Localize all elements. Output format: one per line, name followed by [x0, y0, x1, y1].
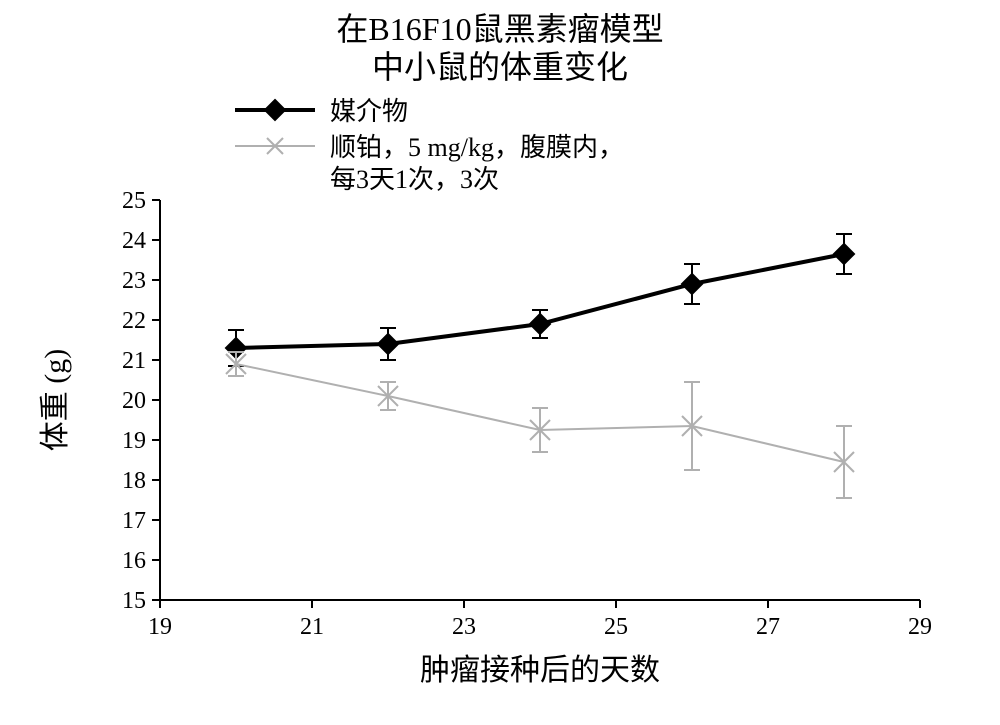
- legend-label-2a: 顺铂，5 mg/kg，腹膜内，: [330, 133, 624, 162]
- x-axis-label: 肿瘤接种后的天数: [420, 654, 660, 687]
- y-axis-label: 体重 (g): [39, 349, 72, 451]
- y-tick-label: 17: [122, 508, 146, 534]
- y-tick-label: 20: [122, 388, 146, 414]
- y-tick-label: 18: [122, 468, 146, 494]
- y-tick-label: 23: [122, 268, 146, 294]
- y-tick-label: 22: [122, 308, 146, 334]
- x-tick-label: 25: [604, 614, 628, 640]
- x-tick-label: 19: [148, 614, 172, 640]
- legend-label-1: 媒介物: [330, 97, 408, 126]
- diamond-marker: [682, 274, 702, 294]
- y-tick-label: 21: [122, 348, 146, 374]
- x-tick-label: 27: [756, 614, 780, 640]
- chart-container: 在B16F10鼠黑素瘤模型中小鼠的体重变化 15 16 17 18 19 20 21 22 23 2…: [0, 0, 1000, 725]
- y-tick-label: 25: [122, 188, 146, 214]
- diamond-marker: [265, 100, 285, 120]
- diamond-marker: [834, 244, 854, 264]
- y-tick-label: 19: [122, 428, 146, 454]
- diamond-marker: [530, 314, 550, 334]
- chart-svg: 在B16F10鼠黑素瘤模型中小鼠的体重变化 15 16 17 18 19 20 21 22 23 2…: [0, 0, 1000, 725]
- y-tick-label: 24: [122, 228, 146, 254]
- x-tick-label: 21: [300, 614, 324, 640]
- x-tick-label: 23: [452, 614, 476, 640]
- diamond-marker: [378, 334, 398, 354]
- x-tick-label: 29: [908, 614, 932, 640]
- chart-title-line1: 在B16F10鼠黑素瘤模型: [336, 11, 663, 47]
- y-tick-label: 15: [122, 588, 146, 614]
- chart-title-line2: 中小鼠的体重变化: [372, 49, 628, 85]
- y-tick-label: 16: [122, 548, 146, 574]
- legend-label-2b: 每3天1次，3次: [330, 165, 499, 194]
